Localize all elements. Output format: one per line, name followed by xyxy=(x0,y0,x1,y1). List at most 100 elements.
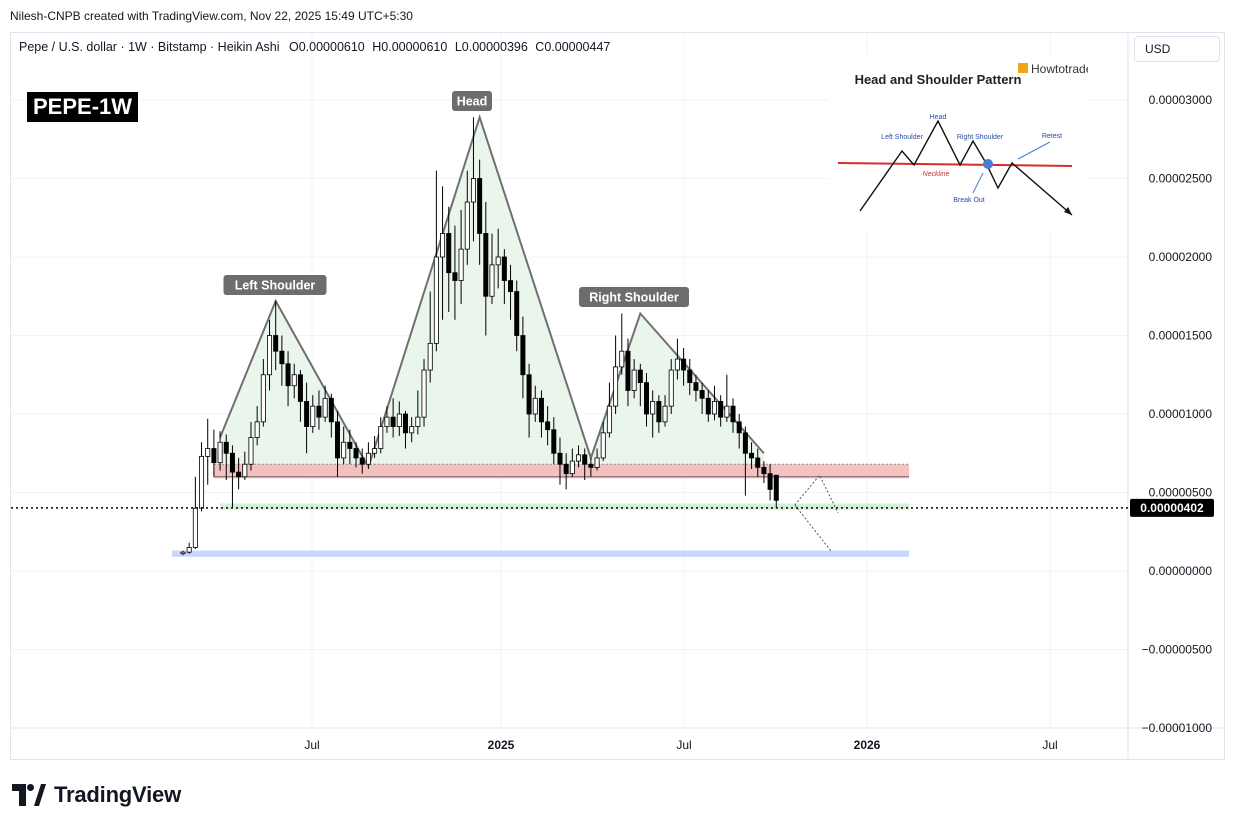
candle-body xyxy=(211,448,217,464)
candle-body xyxy=(613,366,619,407)
candle xyxy=(433,170,439,352)
candle xyxy=(749,442,755,469)
candle-body xyxy=(718,401,724,418)
candle xyxy=(229,445,235,509)
inset-breakout-label: Break Out xyxy=(953,197,985,204)
symbol-info: Pepe / U.S. dollar · 1W · Bitstamp · Hei… xyxy=(19,40,610,54)
candle xyxy=(600,421,606,462)
x-tick-label: Jul xyxy=(304,738,319,752)
right-shoulder-label: Right Shoulder xyxy=(589,291,679,305)
candle-body xyxy=(687,369,693,384)
candle xyxy=(415,390,421,435)
candle-body xyxy=(705,397,711,415)
candle-body xyxy=(508,280,514,292)
candle xyxy=(421,359,427,427)
candle-body xyxy=(563,463,569,475)
candle xyxy=(236,457,242,490)
candle-body xyxy=(674,358,680,371)
inset-neckline-label: Neckline xyxy=(923,171,950,178)
candle-body xyxy=(588,463,594,468)
candle-body xyxy=(402,413,408,434)
candle xyxy=(576,445,582,468)
candle xyxy=(650,390,656,438)
candle-body xyxy=(470,178,476,203)
candle-body xyxy=(761,466,767,475)
inset-title: Head and Shoulder Pattern xyxy=(855,72,1022,87)
candle-body xyxy=(545,421,551,431)
candle xyxy=(334,410,340,477)
candle-body xyxy=(514,291,520,336)
candle xyxy=(489,233,495,305)
y-tick-label: 0.00000500 xyxy=(1149,486,1213,500)
candle xyxy=(742,426,748,496)
candle xyxy=(396,401,402,436)
candle-body xyxy=(619,350,625,368)
y-tick-label: 0.00001000 xyxy=(1149,407,1213,421)
candle-body xyxy=(248,437,254,465)
candle xyxy=(551,417,557,465)
candle xyxy=(508,264,514,320)
candle-body xyxy=(755,457,761,468)
candle-body xyxy=(267,335,273,376)
candle xyxy=(316,390,322,430)
price-zones xyxy=(172,463,909,557)
candle xyxy=(526,363,532,438)
currency-button[interactable]: USD xyxy=(1134,36,1220,62)
candle xyxy=(458,209,464,305)
x-tick-label: Jul xyxy=(1042,738,1057,752)
resistance-zone xyxy=(213,464,909,479)
candle-body xyxy=(625,350,631,391)
chart-attribution: Nilesh-CNPB created with TradingView.com… xyxy=(10,9,413,23)
candle xyxy=(365,442,371,469)
candle-body xyxy=(551,429,557,454)
inset-brand: Howtotrade xyxy=(1031,62,1088,76)
candle xyxy=(285,351,291,407)
howtotrade-logo-icon xyxy=(1018,63,1028,73)
candle xyxy=(378,417,384,454)
candle xyxy=(693,374,699,402)
candle-body xyxy=(242,463,248,478)
candle-body xyxy=(236,471,242,478)
inset-head-label: Head xyxy=(930,114,947,121)
candle xyxy=(291,363,297,399)
price-chart[interactable]: Left Shoulder Head Right Shoulder 0.000030… xyxy=(0,0,1236,760)
candle xyxy=(699,382,705,414)
candle xyxy=(372,435,378,458)
candle-body xyxy=(637,369,643,384)
inset-arrow-head xyxy=(1064,207,1072,215)
inset-breakout-arrow xyxy=(972,172,984,194)
candle xyxy=(681,348,687,386)
candle xyxy=(304,382,310,454)
candle xyxy=(773,474,779,509)
candle-body xyxy=(483,233,489,297)
candle-body xyxy=(322,397,328,418)
candle-body xyxy=(693,382,699,391)
candle xyxy=(637,363,643,407)
candle-body xyxy=(668,369,674,407)
candle-body xyxy=(736,421,742,434)
candle xyxy=(205,418,211,485)
candle-body xyxy=(520,335,526,376)
candle xyxy=(613,335,619,414)
y-tick-label: 0.00002000 xyxy=(1149,250,1213,264)
inset-retest-label: Retest xyxy=(1042,133,1062,140)
tradingview-logo-icon xyxy=(12,784,46,806)
tradingview-logo[interactable]: TradingView xyxy=(12,782,181,808)
candle xyxy=(545,406,551,446)
candle-body xyxy=(180,551,186,555)
candle-body xyxy=(347,441,353,449)
candle-body xyxy=(749,452,755,459)
candle xyxy=(310,395,316,433)
candle xyxy=(520,316,526,399)
candle-body xyxy=(254,421,260,438)
y-tick-label: 0.00001500 xyxy=(1149,329,1213,343)
candle-body xyxy=(477,178,483,234)
candle-body xyxy=(192,507,198,548)
candle-body xyxy=(699,390,705,399)
candle xyxy=(402,410,408,449)
candle-body xyxy=(186,547,192,553)
candle-body xyxy=(328,397,334,423)
inset-right-shoulder-label: Right Shoulder xyxy=(957,134,1004,141)
candle-body xyxy=(600,432,606,459)
candle xyxy=(569,448,575,477)
